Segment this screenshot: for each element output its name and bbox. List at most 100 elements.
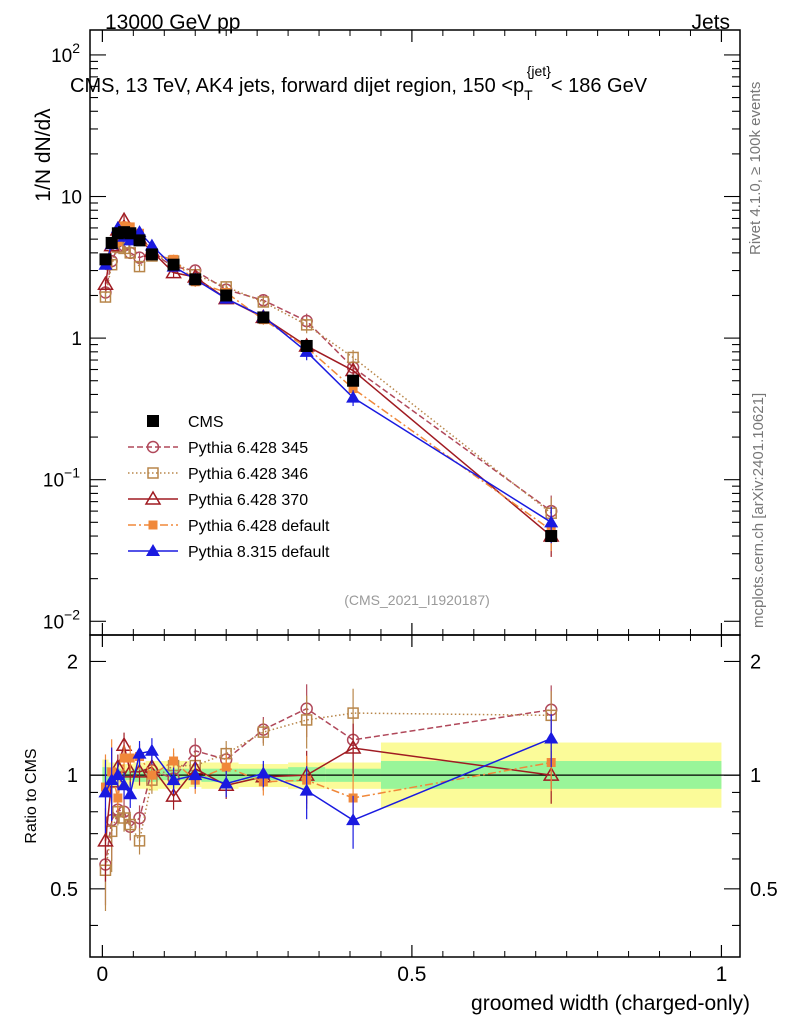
header-right: Jets bbox=[691, 11, 730, 34]
legend-label-p345: Pythia 6.428 345 bbox=[188, 440, 308, 457]
data-point-cms bbox=[545, 530, 558, 543]
ratio-point-p346 bbox=[124, 818, 136, 831]
ratio-point-p346 bbox=[347, 707, 359, 719]
ratio-point-p8 bbox=[117, 778, 132, 791]
data-point-pdef bbox=[125, 222, 135, 232]
ratio-point-p346 bbox=[300, 714, 313, 726]
ratio-point-p8 bbox=[256, 766, 271, 779]
ratio-point-p8 bbox=[346, 813, 361, 826]
ratio-point-p8 bbox=[98, 785, 113, 798]
data-point-p370 bbox=[165, 264, 182, 279]
y-tick-label-ratio-right: 2 bbox=[750, 651, 761, 673]
ratio-point-p346 bbox=[118, 812, 130, 824]
ratio-point-p8 bbox=[299, 783, 314, 796]
ratio-point-p8 bbox=[219, 776, 234, 789]
ratio-point-p370 bbox=[165, 787, 182, 802]
y-tick-label-ratio: 2 bbox=[67, 651, 78, 673]
y-tick-label-main: 102 bbox=[51, 40, 80, 67]
y-tick-label-ratio: 1 bbox=[67, 765, 78, 787]
y-axis-label-ratio: Ratio to CMS bbox=[23, 748, 40, 843]
y-tick-label-ratio-right: 1 bbox=[750, 765, 761, 787]
legend-marker-p370 bbox=[144, 490, 162, 505]
data-point-p346 bbox=[257, 296, 270, 308]
data-point-cms bbox=[257, 311, 270, 324]
ratio-point-p370 bbox=[97, 832, 114, 847]
ratio-point-p8 bbox=[144, 743, 159, 756]
ratio-point-pdef bbox=[119, 753, 129, 763]
ratio-point-p8 bbox=[110, 768, 125, 781]
data-point-cms bbox=[124, 227, 137, 240]
data-point-cms bbox=[347, 374, 360, 387]
legend-marker-p8 bbox=[146, 544, 160, 556]
data-point-p346 bbox=[99, 291, 112, 303]
ratio-point-p346 bbox=[133, 835, 146, 847]
ratio-point-p8 bbox=[188, 768, 203, 781]
data-point-cms bbox=[145, 248, 158, 261]
ratio-point-p346 bbox=[257, 726, 270, 738]
legend-label-p8: Pythia 8.315 default bbox=[188, 544, 330, 561]
main-series bbox=[97, 211, 560, 557]
legend-marker-pdef bbox=[148, 520, 158, 530]
data-point-p8 bbox=[544, 515, 559, 528]
legend-label-pdef: Pythia 6.428 default bbox=[188, 518, 330, 535]
ratio-line-p370 bbox=[104, 745, 552, 841]
data-point-p370 bbox=[97, 275, 114, 291]
mcplots-label: mcplots.cern.ch [arXiv:2401.10621] bbox=[750, 393, 767, 628]
ratio-point-p8 bbox=[132, 746, 147, 759]
legend-label-p370: Pythia 6.428 370 bbox=[188, 492, 308, 509]
tick-labels: 0 0.5 1 10−2 10−1 1 10 102 0.5 0.5 1 1 2 2 bbox=[43, 40, 778, 986]
ratio-point-pdef bbox=[147, 770, 157, 780]
data-point-cms bbox=[133, 234, 146, 247]
data-point-cms bbox=[99, 253, 112, 266]
ratio-point-p345 bbox=[133, 811, 146, 825]
data-point-pdef bbox=[119, 221, 129, 231]
y-tick-label-ratio-right: 0.5 bbox=[750, 879, 778, 901]
x-tick-label: 1 bbox=[716, 963, 728, 986]
x-tick-label: 0.5 bbox=[397, 963, 426, 986]
y-tick-label-ratio: 0.5 bbox=[50, 879, 78, 901]
y-tick-label-main: 10 bbox=[61, 188, 82, 209]
legend-label-p346: Pythia 6.428 346 bbox=[188, 466, 308, 483]
series-line-p345 bbox=[104, 244, 552, 512]
ratio-point-p370 bbox=[344, 739, 362, 754]
y-tick-label-main: 10−1 bbox=[43, 465, 80, 492]
ratio-point-p8 bbox=[123, 787, 138, 800]
ratio-line-pdef bbox=[104, 755, 552, 799]
ratio-point-pdef bbox=[221, 762, 231, 772]
ratio-point-pdef bbox=[125, 753, 135, 763]
x-tick-label: 0 bbox=[97, 963, 109, 986]
data-point-cms bbox=[189, 273, 202, 286]
y-tick-label-main: 1 bbox=[71, 329, 82, 350]
ratio-series bbox=[97, 684, 560, 912]
header-left: 13000 GeV pp bbox=[105, 11, 240, 34]
analysis-tag: (CMS_2021_I1920187) bbox=[344, 592, 490, 608]
ratio-point-p8 bbox=[166, 773, 181, 786]
ratio-point-pdef bbox=[169, 756, 179, 766]
data-point-p8 bbox=[346, 390, 361, 403]
legend-marker-cms bbox=[147, 415, 159, 427]
ratio-point-p8 bbox=[544, 731, 559, 744]
ratio-point-p370 bbox=[121, 763, 139, 778]
y-axis-label-main: 1/N dN/dλ bbox=[32, 108, 55, 202]
data-point-cms bbox=[300, 339, 313, 352]
legend-label-cms: CMS bbox=[188, 414, 224, 431]
data-point-cms bbox=[105, 236, 118, 249]
y-tick-label-main: 10−2 bbox=[43, 606, 80, 633]
rivet-label: Rivet 4.1.0, ≥ 100k events bbox=[747, 82, 764, 255]
legend-marker-p345 bbox=[146, 440, 160, 454]
legend: CMS Pythia 6.428 345 Pythia 6.428 346 Pythi… bbox=[128, 414, 330, 561]
x-axis-label: groomed width (charged-only) bbox=[471, 992, 750, 1015]
y-label-text: 1/N dN/dλ bbox=[32, 108, 55, 202]
legend-marker-p346 bbox=[147, 467, 159, 479]
chart-title: CMS, 13 TeV, AK4 jets, forward dijet reg… bbox=[70, 63, 648, 103]
data-point-pdef bbox=[348, 384, 358, 394]
data-point-p8 bbox=[144, 238, 159, 251]
ratio-frame bbox=[89, 634, 741, 958]
ratio-point-pdef bbox=[113, 793, 123, 803]
data-point-p346 bbox=[133, 260, 146, 273]
data-point-cms bbox=[220, 289, 233, 302]
data-point-cms bbox=[167, 258, 180, 271]
data-point-p346 bbox=[300, 319, 313, 331]
